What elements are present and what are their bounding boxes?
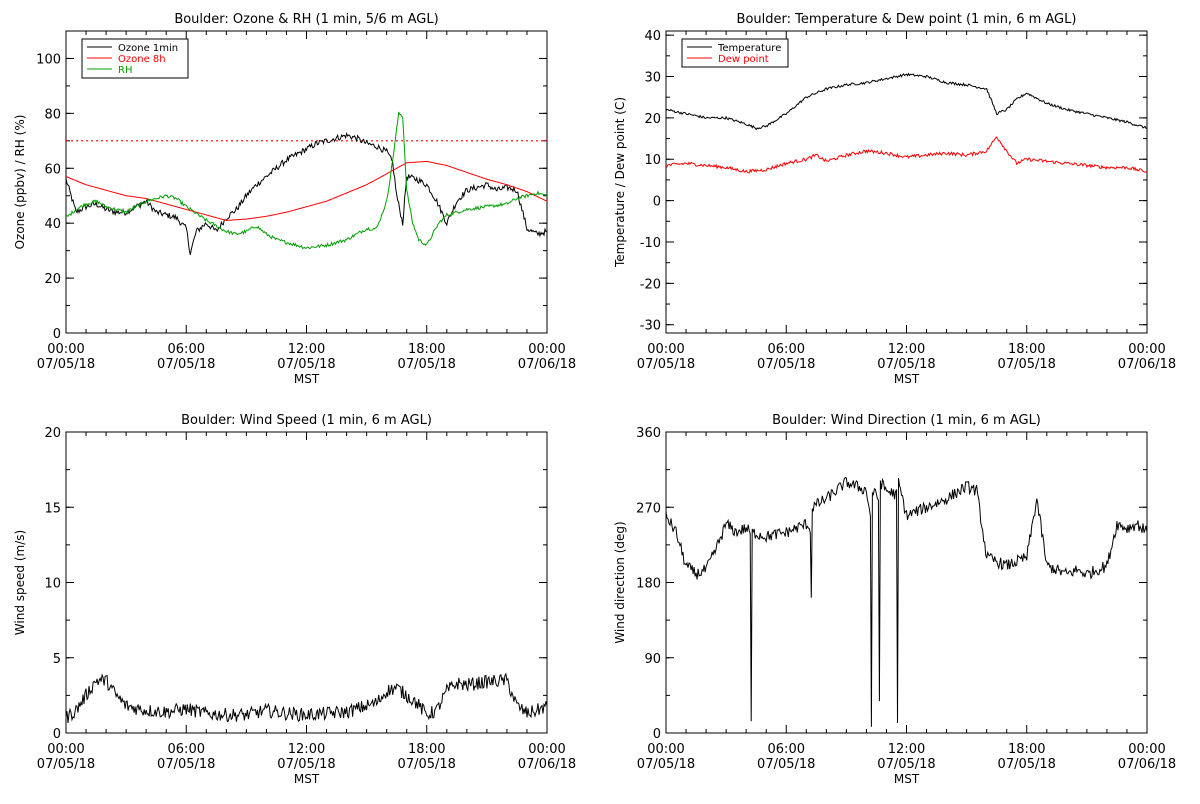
y-tick-label: 5 bbox=[53, 652, 61, 667]
y-tick-label: -20 bbox=[640, 277, 661, 292]
y-axis-label: Ozone (ppbv) / RH (%) bbox=[13, 115, 27, 250]
x-tick-date-label: 07/05/18 bbox=[277, 757, 335, 772]
x-tick-label: 18:00 bbox=[408, 742, 445, 757]
x-tick-date-label: 07/05/18 bbox=[398, 357, 456, 372]
y-tick-label: 20 bbox=[44, 426, 61, 441]
y-axis-label: Wind direction (deg) bbox=[613, 521, 627, 643]
legend-label: RH bbox=[118, 65, 132, 76]
y-tick-label: 100 bbox=[36, 52, 61, 67]
panel-title: Boulder: Wind Direction (1 min, 6 m AGL) bbox=[772, 413, 1041, 428]
series-temperature bbox=[666, 72, 1147, 131]
y-tick-label: 15 bbox=[44, 501, 61, 516]
panel-wind_dir: Boulder: Wind Direction (1 min, 6 m AGL)… bbox=[613, 413, 1176, 786]
y-axis-label: Wind speed (m/s) bbox=[13, 530, 27, 635]
x-tick-label: 00:00 bbox=[47, 342, 84, 357]
series-ozone-1min bbox=[66, 131, 547, 256]
x-tick-label: 00:00 bbox=[1128, 342, 1165, 357]
x-tick-label: 00:00 bbox=[1128, 742, 1165, 757]
x-tick-label: 06:00 bbox=[768, 342, 805, 357]
y-tick-label: 20 bbox=[44, 272, 61, 287]
y-tick-label: 40 bbox=[644, 29, 661, 44]
x-tick-date-label: 07/05/18 bbox=[877, 357, 935, 372]
x-tick-label: 00:00 bbox=[47, 742, 84, 757]
y-tick-label: 80 bbox=[44, 107, 61, 122]
y-tick-label: 10 bbox=[44, 577, 61, 592]
x-tick-date-label: 07/06/18 bbox=[1118, 757, 1176, 772]
series-line bbox=[66, 672, 547, 723]
x-tick-date-label: 07/06/18 bbox=[1118, 357, 1176, 372]
y-tick-label: 0 bbox=[653, 195, 661, 210]
x-tick-date-label: 07/06/18 bbox=[518, 357, 576, 372]
x-tick-label: 18:00 bbox=[408, 342, 445, 357]
y-tick-label: 40 bbox=[44, 217, 61, 232]
x-tick-label: 18:00 bbox=[1008, 342, 1045, 357]
y-tick-label: 0 bbox=[653, 727, 661, 742]
x-axis-label: MST bbox=[294, 772, 320, 786]
panel-temp_dew: Boulder: Temperature & Dew point (1 min,… bbox=[613, 12, 1176, 386]
y-tick-label: 60 bbox=[44, 162, 61, 177]
x-tick-date-label: 07/05/18 bbox=[637, 357, 695, 372]
x-tick-date-label: 07/05/18 bbox=[398, 757, 456, 772]
x-tick-date-label: 07/05/18 bbox=[877, 757, 935, 772]
y-tick-label: 180 bbox=[636, 577, 661, 592]
x-tick-label: 00:00 bbox=[528, 742, 565, 757]
series-dew-point bbox=[666, 136, 1147, 174]
x-tick-label: 18:00 bbox=[1008, 742, 1045, 757]
x-tick-label: 12:00 bbox=[888, 342, 925, 357]
x-tick-date-label: 07/05/18 bbox=[37, 757, 95, 772]
y-tick-label: 0 bbox=[53, 727, 61, 742]
x-tick-date-label: 07/05/18 bbox=[757, 357, 815, 372]
y-tick-label: 30 bbox=[644, 71, 661, 86]
x-tick-label: 00:00 bbox=[528, 342, 565, 357]
x-tick-date-label: 07/05/18 bbox=[37, 357, 95, 372]
legend-label: Temperature bbox=[717, 43, 781, 54]
y-tick-label: 270 bbox=[636, 501, 661, 516]
y-axis-label: Temperature / Dew point (C) bbox=[613, 97, 627, 268]
x-tick-date-label: 07/06/18 bbox=[518, 757, 576, 772]
y-tick-label: 360 bbox=[636, 426, 661, 441]
x-tick-date-label: 07/05/18 bbox=[757, 757, 815, 772]
series-ozone-8h bbox=[66, 160, 547, 221]
y-tick-label: 10 bbox=[644, 153, 661, 168]
panel-title: Boulder: Temperature & Dew point (1 min,… bbox=[737, 12, 1077, 27]
x-axis-label: MST bbox=[294, 372, 320, 386]
panel-title: Boulder: Ozone & RH (1 min, 5/6 m AGL) bbox=[174, 12, 438, 27]
y-tick-label: -30 bbox=[640, 319, 661, 334]
series-rh bbox=[66, 111, 547, 250]
panel-ozone_rh: Boulder: Ozone & RH (1 min, 5/6 m AGL)00… bbox=[13, 12, 576, 386]
y-tick-label: -10 bbox=[640, 236, 661, 251]
x-axis-label: MST bbox=[894, 372, 920, 386]
x-tick-label: 12:00 bbox=[288, 742, 325, 757]
x-tick-date-label: 07/05/18 bbox=[277, 357, 335, 372]
x-tick-date-label: 07/05/18 bbox=[637, 757, 695, 772]
x-tick-label: 12:00 bbox=[888, 742, 925, 757]
x-tick-date-label: 07/05/18 bbox=[998, 357, 1056, 372]
plot-frame bbox=[665, 431, 1148, 734]
x-tick-label: 00:00 bbox=[647, 342, 684, 357]
series-line bbox=[666, 476, 1147, 727]
x-tick-date-label: 07/05/18 bbox=[998, 757, 1056, 772]
x-axis-label: MST bbox=[894, 772, 920, 786]
panel-wind_speed: Boulder: Wind Speed (1 min, 6 m AGL) 00:0… bbox=[13, 413, 576, 786]
y-tick-label: 90 bbox=[644, 652, 661, 667]
panel-title: Boulder: Wind Speed (1 min, 6 m AGL) bbox=[181, 413, 432, 428]
plot-frame bbox=[665, 30, 1148, 334]
x-tick-label: 06:00 bbox=[768, 742, 805, 757]
legend-label: Ozone 1min bbox=[118, 43, 178, 54]
x-tick-date-label: 07/05/18 bbox=[157, 757, 215, 772]
x-tick-date-label: 07/05/18 bbox=[157, 357, 215, 372]
y-tick-label: 0 bbox=[53, 327, 61, 342]
x-tick-label: 06:00 bbox=[168, 342, 205, 357]
x-tick-label: 00:00 bbox=[647, 742, 684, 757]
x-tick-label: 06:00 bbox=[168, 742, 205, 757]
legend-label: Ozone 8h bbox=[118, 54, 166, 65]
legend-box bbox=[681, 38, 789, 68]
x-tick-label: 12:00 bbox=[288, 342, 325, 357]
y-tick-label: 20 bbox=[644, 112, 661, 127]
legend-label: Dew point bbox=[718, 54, 769, 65]
